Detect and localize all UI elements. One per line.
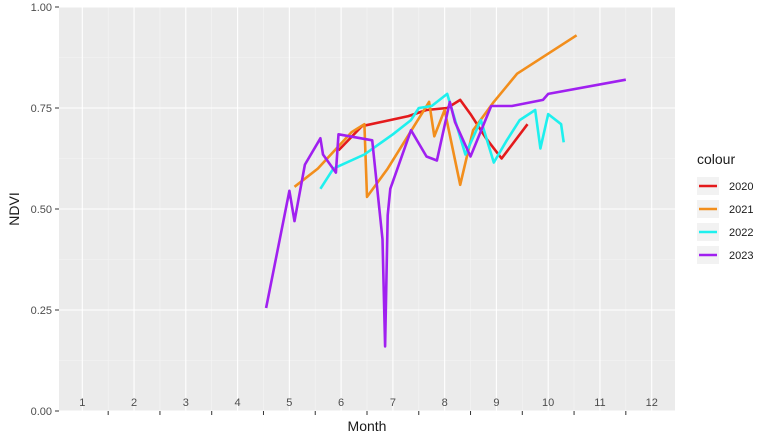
x-axis-title: Month <box>348 418 387 434</box>
series-line-2022 <box>319 92 565 190</box>
x-tick-label: 8 <box>442 397 448 409</box>
x-tick-label: 7 <box>390 397 396 409</box>
y-tick-label: 0.25 <box>31 305 52 317</box>
legend: colour 2020 2021 2022 2023 <box>697 151 753 264</box>
x-tick-label: 11 <box>594 397 605 409</box>
legend-title: colour <box>697 151 735 167</box>
x-tick-label: 6 <box>338 397 344 409</box>
y-axis-ticks: 0.00 0.25 0.50 0.75 1.00 <box>31 2 59 418</box>
x-tick-label: 10 <box>542 397 554 409</box>
y-tick-label: 1.00 <box>31 2 52 14</box>
x-tick-label: 9 <box>493 397 499 409</box>
x-tick-label: 3 <box>183 397 189 409</box>
y-tick-label: 0.50 <box>31 204 52 216</box>
x-tick-label: 12 <box>646 397 658 409</box>
legend-items: 2020 2021 2022 2023 <box>697 177 753 264</box>
x-axis-ticks: 1 2 3 4 5 6 7 8 9 10 11 12 <box>79 397 658 415</box>
major-gridlines <box>59 6 675 412</box>
x-tick-label: 4 <box>235 397 241 409</box>
series-line-2020 <box>337 98 529 160</box>
legend-label-2022: 2022 <box>729 227 753 239</box>
y-tick-label: 0.00 <box>31 406 52 418</box>
series-lines <box>264 34 627 348</box>
series-line-2023 <box>264 78 627 348</box>
y-axis-title: NDVI <box>6 192 22 225</box>
x-tick-label: 2 <box>131 397 137 409</box>
x-tick-label: 1 <box>79 397 85 409</box>
x-tick-label: 5 <box>286 397 292 409</box>
y-tick-label: 0.75 <box>31 103 52 115</box>
legend-label-2021: 2021 <box>729 204 753 216</box>
legend-label-2023: 2023 <box>729 250 753 262</box>
legend-label-2020: 2020 <box>729 181 753 193</box>
